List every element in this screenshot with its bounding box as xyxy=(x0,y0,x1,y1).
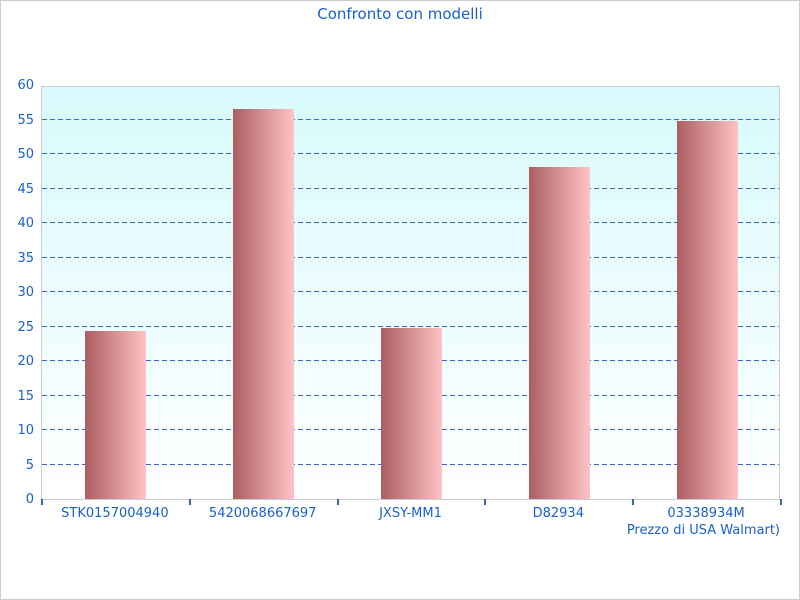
gridline xyxy=(42,222,779,223)
bar xyxy=(528,167,590,499)
x-tick xyxy=(632,499,635,505)
x-tick-label: D82934 xyxy=(532,506,584,521)
gridline xyxy=(42,256,779,258)
x-tick xyxy=(188,499,191,505)
x-tick-label: 5420068667697 xyxy=(208,506,317,521)
y-tick-label: 5 xyxy=(25,457,34,473)
y-tick-label: 20 xyxy=(17,354,34,369)
x-tick xyxy=(780,499,782,505)
x-tick-label: JXSY-MM1 xyxy=(379,506,442,521)
x-tick-label: STK0157004940 xyxy=(61,506,169,521)
x-tick xyxy=(484,499,487,505)
gridline xyxy=(42,187,779,189)
bar xyxy=(381,327,442,499)
x-tick xyxy=(41,499,43,505)
y-tick-label: 45 xyxy=(17,181,34,197)
y-tick-label: 30 xyxy=(17,285,34,300)
y-tick-label: 0 xyxy=(25,492,34,507)
y-tick-label: 50 xyxy=(17,147,34,162)
chart-title: Confronto con modelli xyxy=(317,5,483,23)
x-axis-title: Prezzo di USA Walmart) xyxy=(626,523,780,538)
gridline xyxy=(42,325,779,327)
y-tick-label: 15 xyxy=(17,388,34,404)
bar xyxy=(233,109,295,499)
plot-area xyxy=(41,86,780,500)
gridline xyxy=(42,291,779,292)
y-tick-label: 60 xyxy=(17,78,34,93)
y-tick-label: 10 xyxy=(17,423,34,438)
y-tick-label: 40 xyxy=(17,216,34,231)
y-tick-label: 35 xyxy=(17,250,34,266)
x-tick xyxy=(336,499,339,505)
bar xyxy=(85,330,147,499)
x-tick-label: 03338934M xyxy=(667,506,745,521)
gridline xyxy=(42,153,779,154)
y-tick-label: 25 xyxy=(17,319,34,335)
y-tick-label: 55 xyxy=(17,112,34,128)
gridline xyxy=(42,118,779,120)
bar xyxy=(676,120,738,499)
